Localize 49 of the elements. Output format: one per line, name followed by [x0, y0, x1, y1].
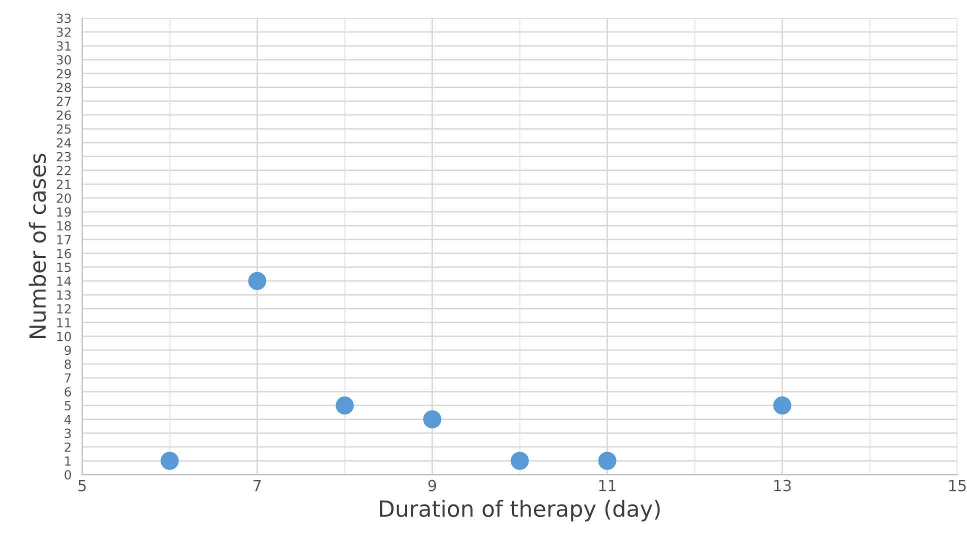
y-tick-label: 29 [56, 68, 71, 78]
y-tick-label: 0 [64, 470, 71, 480]
y-tick-label: 15 [57, 262, 71, 272]
x-tick-label: 9 [428, 480, 436, 492]
point [423, 410, 442, 428]
y-tick-label: 23 [56, 152, 71, 162]
y-tick-label: 8 [64, 359, 71, 369]
point [510, 452, 529, 470]
x-axis-title: Duration of therapy (day) [380, 500, 660, 522]
y-tick-label: 33 [56, 14, 71, 24]
point [336, 396, 354, 415]
y-tick-label: 14 [57, 276, 72, 286]
y-tick-label: 12 [57, 304, 71, 314]
y-tick-label: 19 [57, 207, 71, 217]
y-tick-label: 16 [57, 248, 71, 258]
y-tick-label: 28 [56, 82, 71, 92]
y-tick-label: 21 [56, 180, 71, 189]
y-tick-label: 2 [64, 442, 71, 452]
y-tick-label: 1 [65, 456, 71, 466]
y-tick-label: 11 [57, 318, 71, 328]
y-tick-label: 9 [64, 346, 71, 356]
x-tick-label: 11 [599, 480, 616, 492]
y-tick-label: 4 [64, 414, 72, 424]
x-tick-label: 7 [254, 480, 261, 492]
x-tick-label: 13 [774, 480, 791, 492]
x-tick-label: 5 [78, 480, 86, 492]
y-tick-label: 18 [57, 221, 71, 231]
point [773, 396, 792, 415]
y-tick-label: 17 [57, 235, 71, 244]
y-tick-label: 22 [56, 166, 71, 176]
x-tick-label: 15 [949, 480, 966, 492]
y-tick-label: 5 [64, 401, 71, 410]
y-axis-title: Number of cases [28, 154, 46, 338]
y-tick-label: 24 [56, 138, 72, 148]
y-tick-label: 31 [56, 41, 71, 51]
y-tick-label: 6 [64, 387, 71, 397]
point [598, 452, 616, 470]
y-tick-label: 10 [57, 332, 71, 342]
y-tick-label: 32 [56, 27, 71, 37]
y-tick-label: 25 [56, 124, 71, 134]
y-tick-label: 7 [64, 373, 71, 383]
y-tick-label: 3 [64, 428, 71, 438]
y-tick-label: 27 [56, 96, 71, 106]
y-tick-label: 26 [56, 110, 71, 120]
y-tick-label: 30 [56, 55, 71, 65]
y-tick-label: 20 [56, 193, 71, 203]
point [160, 452, 179, 470]
point [248, 272, 266, 290]
y-tick-label: 13 [57, 290, 71, 300]
